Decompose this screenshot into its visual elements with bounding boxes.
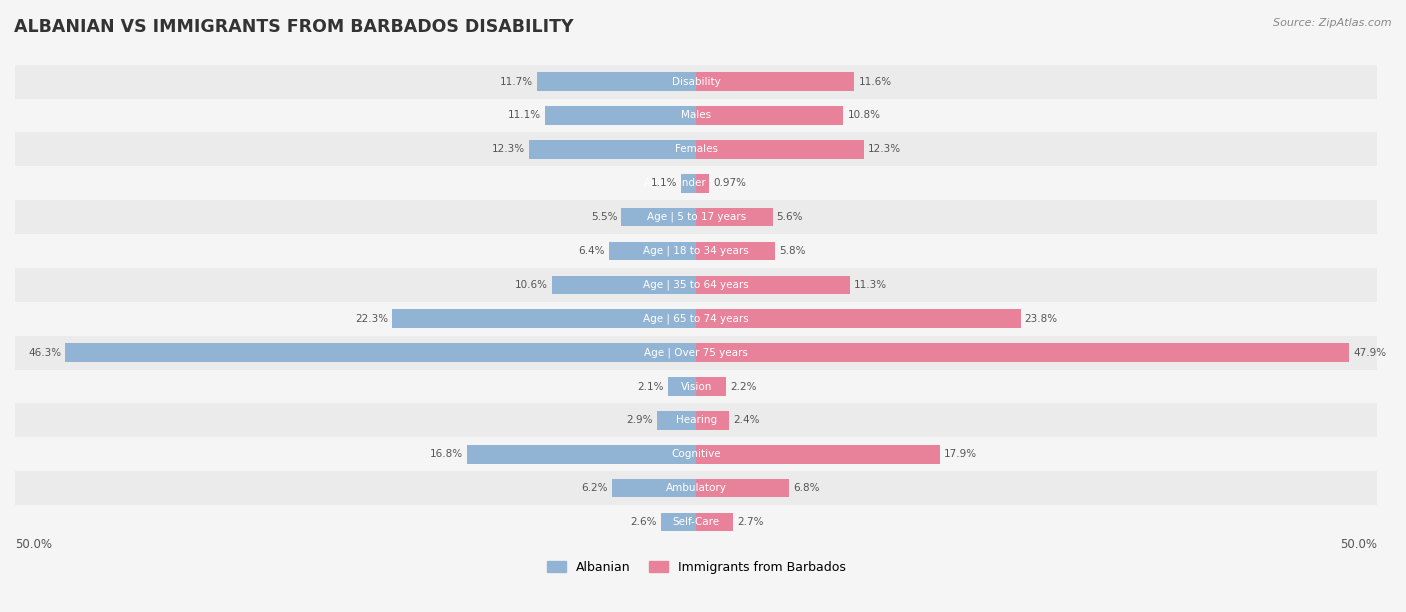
Text: 23.8%: 23.8% — [1025, 314, 1057, 324]
Bar — [668, 377, 696, 396]
Text: 2.4%: 2.4% — [733, 416, 759, 425]
Bar — [15, 471, 1378, 505]
Bar — [15, 200, 1378, 234]
Bar — [609, 242, 696, 260]
Bar — [392, 310, 696, 328]
Text: Age | Over 75 years: Age | Over 75 years — [644, 348, 748, 358]
Bar — [551, 275, 696, 294]
Text: 12.3%: 12.3% — [868, 144, 901, 154]
Bar — [696, 106, 844, 125]
Bar — [696, 411, 728, 430]
Text: 11.6%: 11.6% — [859, 76, 891, 86]
Text: 6.8%: 6.8% — [793, 483, 820, 493]
Text: 11.7%: 11.7% — [499, 76, 533, 86]
Text: 0.97%: 0.97% — [714, 178, 747, 188]
Text: Age | 5 to 17 years: Age | 5 to 17 years — [647, 212, 745, 222]
Text: Age | 35 to 64 years: Age | 35 to 64 years — [644, 280, 749, 290]
Bar — [696, 174, 710, 193]
Bar — [15, 132, 1378, 166]
Text: 22.3%: 22.3% — [356, 314, 388, 324]
Text: Females: Females — [675, 144, 717, 154]
Text: 47.9%: 47.9% — [1353, 348, 1386, 357]
Text: 2.2%: 2.2% — [730, 381, 756, 392]
Bar — [15, 336, 1378, 370]
Text: 2.1%: 2.1% — [637, 381, 664, 392]
Text: Age | 18 to 34 years: Age | 18 to 34 years — [644, 246, 749, 256]
Bar — [546, 106, 696, 125]
Text: Hearing: Hearing — [676, 416, 717, 425]
Bar — [15, 505, 1378, 539]
Text: Cognitive: Cognitive — [672, 449, 721, 459]
Text: Disability: Disability — [672, 76, 721, 86]
Text: 2.6%: 2.6% — [630, 517, 657, 527]
Bar — [696, 242, 775, 260]
Text: 2.9%: 2.9% — [626, 416, 652, 425]
Bar — [696, 479, 789, 498]
Text: 11.1%: 11.1% — [508, 110, 541, 121]
Text: Vision: Vision — [681, 381, 711, 392]
Bar — [657, 411, 696, 430]
Bar — [529, 140, 696, 159]
Text: 2.7%: 2.7% — [737, 517, 763, 527]
Text: 6.4%: 6.4% — [578, 246, 605, 256]
Bar — [621, 208, 696, 226]
Bar — [15, 268, 1378, 302]
Bar — [696, 310, 1021, 328]
Text: 17.9%: 17.9% — [945, 449, 977, 459]
Text: 16.8%: 16.8% — [430, 449, 463, 459]
Bar — [612, 479, 696, 498]
Text: 10.6%: 10.6% — [515, 280, 548, 290]
Text: 5.6%: 5.6% — [776, 212, 803, 222]
Text: Age | Under 5 years: Age | Under 5 years — [644, 178, 748, 188]
Bar — [682, 174, 696, 193]
Bar — [15, 234, 1378, 268]
Bar — [66, 343, 696, 362]
Text: 46.3%: 46.3% — [28, 348, 62, 357]
Text: 5.5%: 5.5% — [591, 212, 617, 222]
Bar — [696, 208, 772, 226]
Bar — [696, 343, 1348, 362]
Bar — [15, 403, 1378, 438]
Bar — [696, 72, 855, 91]
Bar — [696, 275, 851, 294]
Bar — [696, 513, 733, 531]
Text: 5.8%: 5.8% — [779, 246, 806, 256]
Bar — [15, 438, 1378, 471]
Text: 50.0%: 50.0% — [15, 537, 52, 551]
Text: Age | 65 to 74 years: Age | 65 to 74 years — [644, 313, 749, 324]
Text: Ambulatory: Ambulatory — [666, 483, 727, 493]
Text: 6.2%: 6.2% — [581, 483, 607, 493]
Bar — [696, 140, 863, 159]
Bar — [467, 445, 696, 464]
Bar — [537, 72, 696, 91]
Bar — [15, 166, 1378, 200]
Text: 1.1%: 1.1% — [651, 178, 678, 188]
Bar — [15, 65, 1378, 99]
Text: 11.3%: 11.3% — [855, 280, 887, 290]
Text: 12.3%: 12.3% — [492, 144, 524, 154]
Text: Males: Males — [681, 110, 711, 121]
Bar — [661, 513, 696, 531]
Text: Self-Care: Self-Care — [672, 517, 720, 527]
Text: 10.8%: 10.8% — [848, 110, 880, 121]
Text: 50.0%: 50.0% — [1340, 537, 1378, 551]
Text: ALBANIAN VS IMMIGRANTS FROM BARBADOS DISABILITY: ALBANIAN VS IMMIGRANTS FROM BARBADOS DIS… — [14, 18, 574, 36]
Legend: Albanian, Immigrants from Barbados: Albanian, Immigrants from Barbados — [547, 561, 845, 573]
Bar — [696, 377, 727, 396]
Bar — [15, 370, 1378, 403]
Bar — [15, 99, 1378, 132]
Bar — [696, 445, 941, 464]
Text: Source: ZipAtlas.com: Source: ZipAtlas.com — [1274, 18, 1392, 28]
Bar — [15, 302, 1378, 336]
